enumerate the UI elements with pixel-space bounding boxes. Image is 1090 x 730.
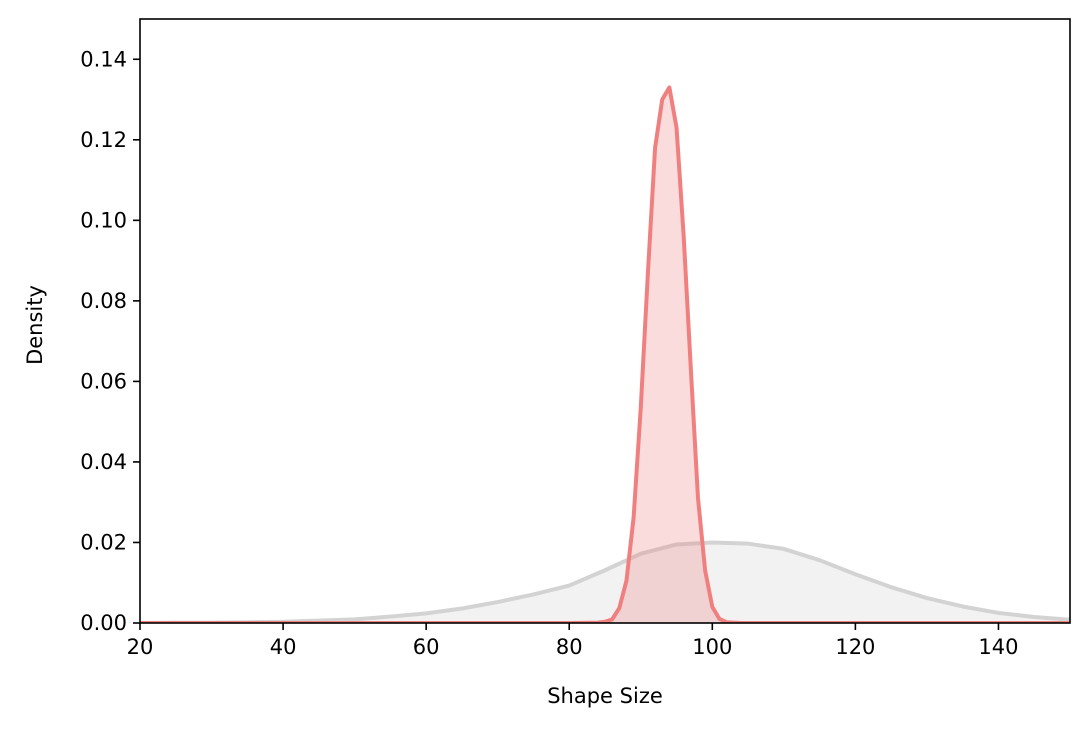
- x-tick-label: 140: [978, 635, 1018, 659]
- x-axis-label: Shape Size: [547, 684, 663, 708]
- y-tick-label: 0.02: [80, 530, 127, 554]
- y-axis-label: Density: [23, 285, 47, 365]
- series-broad-area: [140, 542, 1070, 623]
- y-tick-label: 0.10: [80, 208, 127, 232]
- y-tick-label: 0.00: [80, 611, 127, 635]
- series-narrow-line: [140, 85, 1070, 623]
- y-tick-label: 0.06: [80, 369, 127, 393]
- x-tick-label: 40: [270, 635, 297, 659]
- x-tick-label: 20: [127, 635, 154, 659]
- plot-frame: [139, 18, 1071, 624]
- x-tick-label: 120: [835, 635, 875, 659]
- x-tick-label: 60: [413, 635, 440, 659]
- y-tick-label: 0.08: [80, 289, 127, 313]
- x-tick-label: 100: [692, 635, 732, 659]
- axes: 20 40 60 80 100 120 140 0.00 0.02 0.04 0.06 0.08 0.1…: [80, 18, 1071, 659]
- y-tick-label: 0.12: [80, 128, 127, 152]
- y-tick-label: 0.04: [80, 450, 127, 474]
- y-tick-label: 0.14: [80, 47, 127, 71]
- plot-area: [140, 85, 1070, 623]
- series-narrow-area: [140, 87, 1070, 623]
- x-tick-label: 80: [556, 635, 583, 659]
